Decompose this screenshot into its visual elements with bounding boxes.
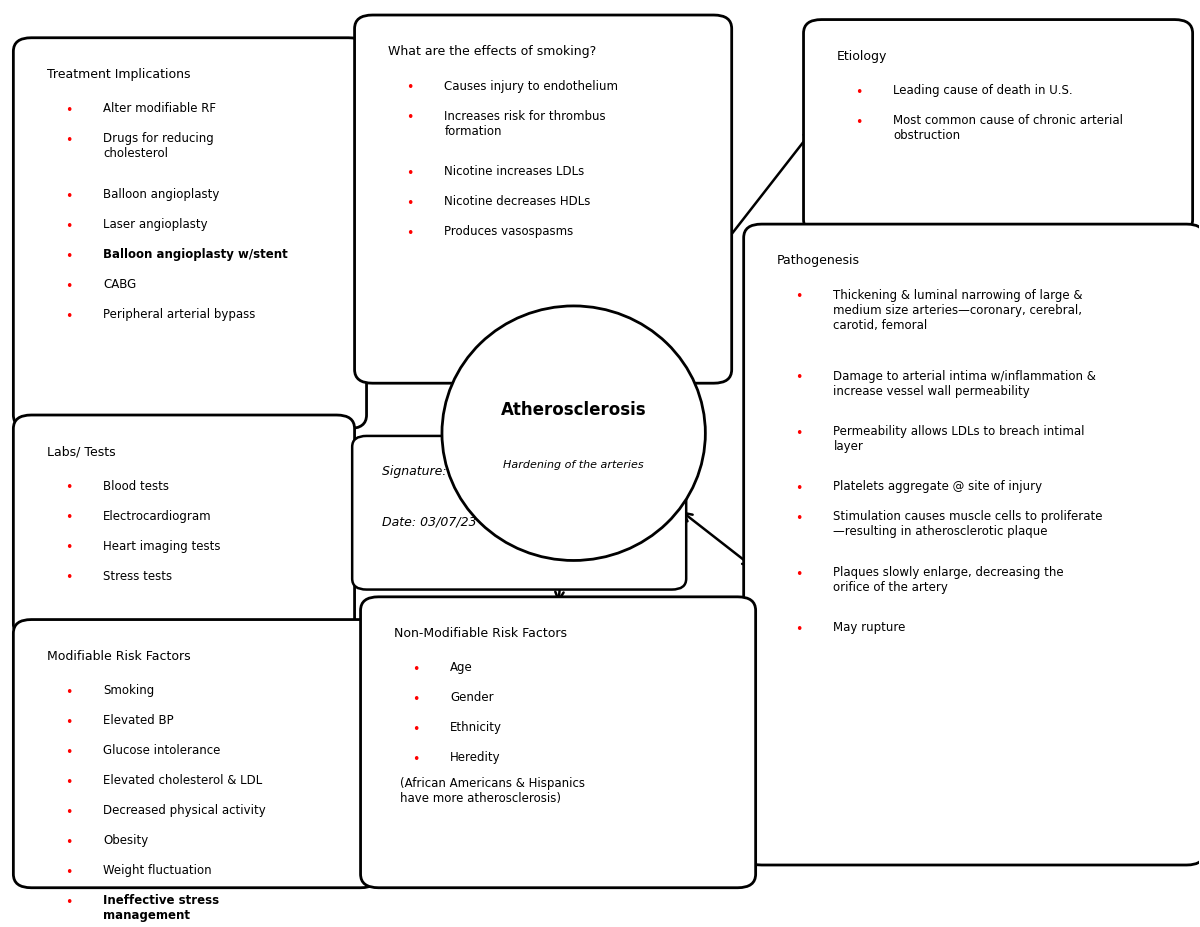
FancyBboxPatch shape: [13, 38, 366, 428]
FancyBboxPatch shape: [352, 436, 686, 590]
Text: •: •: [796, 290, 803, 303]
Text: •: •: [65, 806, 72, 819]
Text: •: •: [796, 513, 803, 526]
Text: •: •: [412, 663, 420, 676]
Text: Stimulation causes muscle cells to proliferate
—resulting in atherosclerotic pla: Stimulation causes muscle cells to proli…: [834, 511, 1103, 539]
Text: •: •: [65, 249, 72, 262]
Text: •: •: [406, 227, 414, 240]
Text: Heredity: Heredity: [450, 752, 500, 765]
Text: •: •: [65, 104, 72, 117]
Text: Damage to arterial intima w/inflammation &
increase vessel wall permeability: Damage to arterial intima w/inflammation…: [834, 370, 1097, 398]
Text: Balloon angioplasty w/stent: Balloon angioplasty w/stent: [103, 248, 288, 260]
Text: •: •: [796, 623, 803, 636]
Text: Non-Modifiable Risk Factors: Non-Modifiable Risk Factors: [394, 627, 568, 640]
Text: Peripheral arterial bypass: Peripheral arterial bypass: [103, 308, 256, 321]
Text: CABG: CABG: [103, 278, 137, 291]
Text: (African Americans & Hispanics
have more atherosclerosis): (African Americans & Hispanics have more…: [400, 777, 586, 805]
Text: Etiology: Etiology: [838, 49, 888, 62]
Text: Leading cause of death in U.S.: Leading cause of death in U.S.: [893, 84, 1073, 97]
Text: •: •: [65, 481, 72, 494]
Ellipse shape: [442, 306, 706, 561]
Text: •: •: [406, 111, 414, 124]
Text: •: •: [65, 776, 72, 789]
Text: Causes injury to endothelium: Causes injury to endothelium: [444, 80, 618, 93]
Text: Signature: Madeline Ryan: Signature: Madeline Ryan: [382, 465, 542, 478]
Text: •: •: [412, 693, 420, 706]
Text: •: •: [796, 426, 803, 439]
Text: Thickening & luminal narrowing of large &
medium size arteries—coronary, cerebra: Thickening & luminal narrowing of large …: [834, 288, 1082, 332]
Text: Drugs for reducing
cholesterol: Drugs for reducing cholesterol: [103, 133, 214, 160]
Text: •: •: [65, 310, 72, 323]
Text: Ethnicity: Ethnicity: [450, 721, 503, 734]
Text: •: •: [65, 686, 72, 699]
Text: Stress tests: Stress tests: [103, 569, 173, 582]
FancyBboxPatch shape: [13, 415, 354, 638]
Text: Obesity: Obesity: [103, 834, 149, 847]
Text: Hardening of the arteries: Hardening of the arteries: [503, 460, 644, 470]
Text: •: •: [65, 189, 72, 203]
Text: Heart imaging tests: Heart imaging tests: [103, 540, 221, 552]
Text: Labs/ Tests: Labs/ Tests: [47, 445, 115, 458]
Text: Weight fluctuation: Weight fluctuation: [103, 864, 211, 877]
Text: •: •: [65, 220, 72, 233]
Text: •: •: [796, 567, 803, 580]
Text: Smoking: Smoking: [103, 684, 155, 697]
Text: •: •: [65, 746, 72, 759]
Text: •: •: [796, 482, 803, 495]
Text: •: •: [65, 280, 72, 293]
Text: •: •: [65, 512, 72, 525]
Text: •: •: [406, 82, 414, 95]
FancyBboxPatch shape: [744, 224, 1200, 865]
Text: Nicotine decreases HDLs: Nicotine decreases HDLs: [444, 195, 590, 208]
Text: Ineffective stress
management: Ineffective stress management: [103, 895, 220, 922]
Text: •: •: [65, 866, 72, 879]
Text: Alter modifiable RF: Alter modifiable RF: [103, 102, 216, 115]
FancyBboxPatch shape: [13, 619, 378, 888]
Text: Permeability allows LDLs to breach intimal
layer: Permeability allows LDLs to breach intim…: [834, 425, 1085, 453]
Text: Balloon angioplasty: Balloon angioplasty: [103, 188, 220, 201]
Text: Plaques slowly enlarge, decreasing the
orifice of the artery: Plaques slowly enlarge, decreasing the o…: [834, 565, 1064, 594]
Text: •: •: [65, 716, 72, 729]
Text: Modifiable Risk Factors: Modifiable Risk Factors: [47, 650, 191, 663]
Text: Laser angioplasty: Laser angioplasty: [103, 218, 208, 231]
Text: Decreased physical activity: Decreased physical activity: [103, 804, 266, 817]
Text: Nicotine increases LDLs: Nicotine increases LDLs: [444, 165, 584, 178]
Text: Gender: Gender: [450, 692, 494, 705]
Text: Treatment Implications: Treatment Implications: [47, 68, 191, 81]
Text: What are the effects of smoking?: What are the effects of smoking?: [388, 45, 596, 58]
FancyBboxPatch shape: [804, 19, 1193, 234]
Text: •: •: [65, 134, 72, 147]
Text: Most common cause of chronic arterial
obstruction: Most common cause of chronic arterial ob…: [893, 114, 1123, 142]
FancyBboxPatch shape: [360, 597, 756, 888]
Text: •: •: [412, 754, 420, 767]
Text: •: •: [406, 197, 414, 210]
Text: Electrocardiogram: Electrocardiogram: [103, 510, 211, 523]
Text: •: •: [412, 723, 420, 736]
Text: •: •: [856, 86, 863, 99]
Text: •: •: [65, 836, 72, 849]
Text: •: •: [65, 571, 72, 584]
Text: •: •: [856, 116, 863, 129]
Text: •: •: [796, 372, 803, 385]
Text: Pathogenesis: Pathogenesis: [778, 254, 860, 267]
Text: Increases risk for thrombus
formation: Increases risk for thrombus formation: [444, 109, 606, 137]
Text: Blood tests: Blood tests: [103, 479, 169, 492]
Text: Produces vasospasms: Produces vasospasms: [444, 225, 574, 238]
Text: Elevated BP: Elevated BP: [103, 714, 174, 727]
Text: •: •: [65, 895, 72, 908]
Text: Age: Age: [450, 661, 473, 674]
Text: Atherosclerosis: Atherosclerosis: [500, 401, 647, 420]
Text: Elevated cholesterol & LDL: Elevated cholesterol & LDL: [103, 774, 263, 787]
Text: Glucose intolerance: Glucose intolerance: [103, 744, 221, 757]
Text: •: •: [65, 541, 72, 554]
Text: May rupture: May rupture: [834, 621, 906, 634]
FancyBboxPatch shape: [354, 15, 732, 383]
Text: Date: 03/07/23: Date: 03/07/23: [382, 515, 476, 528]
Text: Platelets aggregate @ site of injury: Platelets aggregate @ site of injury: [834, 480, 1043, 493]
Text: •: •: [406, 167, 414, 180]
